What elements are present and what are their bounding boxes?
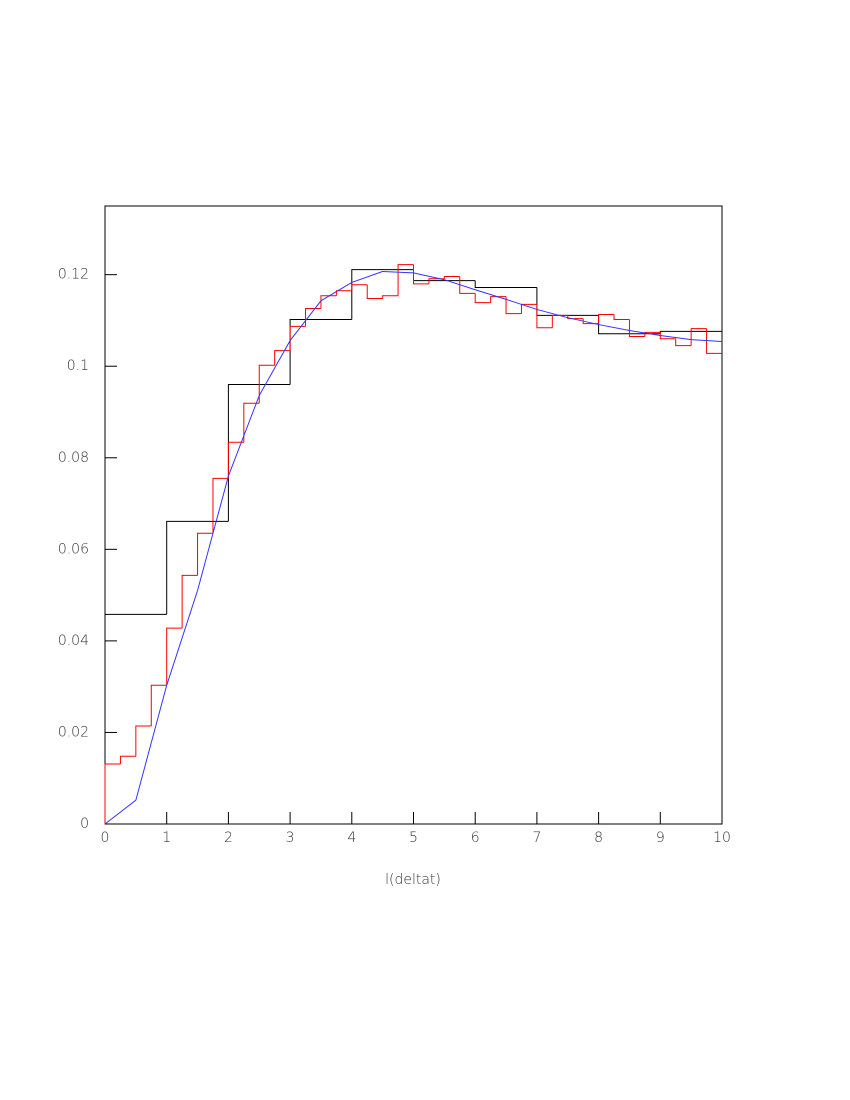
plot-frame: [104, 205, 723, 825]
y-tick-label: 0.04: [58, 633, 89, 649]
y-tick-label: 0.12: [58, 267, 89, 283]
histogram-bin: [351, 284, 368, 291]
x-tick-label: 10: [713, 830, 731, 846]
x-tick-label: 1: [162, 830, 171, 846]
x-tick-label: 4: [347, 830, 356, 846]
y-tick-label: 0: [80, 816, 89, 832]
histogram-bin: [351, 269, 414, 320]
histogram-bin: [227, 441, 244, 479]
histogram-bin: [644, 331, 661, 337]
histogram-bin: [659, 332, 676, 340]
histogram-bin: [243, 402, 260, 443]
histogram-bin: [628, 319, 645, 337]
histogram-bin: [181, 574, 198, 629]
histogram-bin: [474, 293, 491, 304]
histogram-bin: [119, 755, 136, 765]
histogram-bin: [289, 325, 306, 351]
histogram-bin: [459, 276, 476, 294]
histogram-bin: [536, 304, 553, 329]
y-tick-label: 0.08: [58, 450, 89, 466]
histogram-bin: [335, 290, 352, 296]
histogram-bin: [567, 315, 584, 320]
x-tick-label: 7: [532, 830, 541, 846]
histogram-bin: [150, 684, 167, 727]
y-tick-label: 0.06: [58, 541, 89, 557]
histogram-bin: [258, 364, 275, 404]
histogram-bin: [613, 314, 630, 321]
histogram-bin: [397, 264, 414, 296]
histogram-bin: [598, 313, 615, 324]
fit-curve: [104, 270, 723, 825]
x-axis-label: l(deltat): [385, 872, 441, 888]
histogram-bin: [320, 295, 337, 309]
histogram-bin: [505, 296, 522, 315]
histogram-bin: [104, 763, 121, 824]
histogram-bin: [135, 725, 152, 757]
histogram-bin: [212, 477, 229, 534]
histogram-bin: [366, 284, 383, 299]
histogram-bin: [536, 287, 599, 316]
histogram-bin: [289, 319, 352, 385]
histogram-bin: [474, 280, 537, 288]
x-tick-label: 3: [286, 830, 295, 846]
histogram-bin: [166, 627, 183, 686]
x-tick-label: 9: [656, 830, 665, 846]
histogram-bin: [382, 295, 399, 299]
histogram-bin: [443, 275, 460, 279]
x-tick-label: 8: [594, 830, 603, 846]
histogram-bin: [104, 613, 167, 824]
x-tick-label: 5: [409, 830, 418, 846]
x-tick-label: 2: [224, 830, 233, 846]
histogram-bin: [166, 520, 229, 615]
histogram-bin: [197, 532, 213, 576]
histogram-bin: [675, 338, 692, 347]
y-tick-label: 0.1: [67, 358, 89, 374]
histogram-bin: [413, 264, 429, 285]
x-tick-label: 6: [471, 830, 480, 846]
histogram-bin: [706, 328, 722, 354]
histogram-bin: [551, 314, 568, 328]
histogram-bin: [490, 296, 507, 303]
y-tick-label: 0.02: [58, 724, 89, 740]
x-tick-label: 0: [101, 830, 110, 846]
